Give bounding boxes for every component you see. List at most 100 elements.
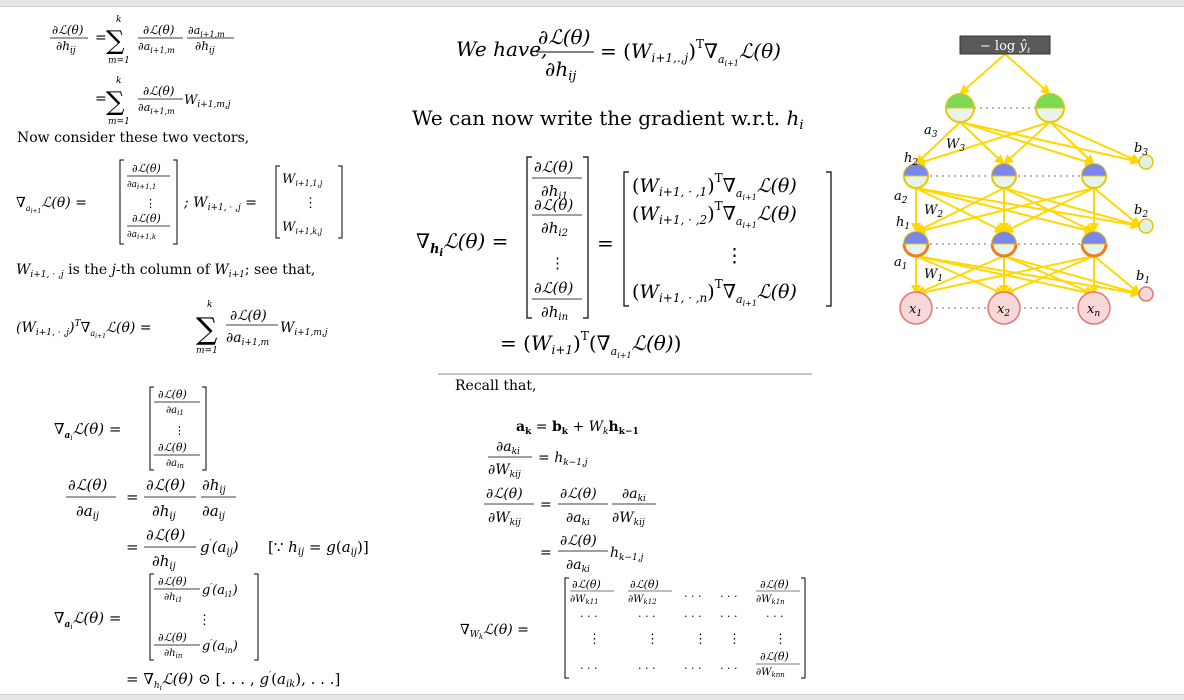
svg-text:∂ai+1,m: ∂ai+1,m bbox=[138, 101, 175, 116]
svg-text:∇Wkℒ(θ) =: ∇Wkℒ(θ) = bbox=[460, 622, 529, 641]
svg-text:∂ℒ(θ): ∂ℒ(θ) bbox=[146, 476, 185, 494]
svg-text:⋮: ⋮ bbox=[550, 254, 565, 272]
svg-text:∂ℒ(θ): ∂ℒ(θ) bbox=[534, 196, 573, 214]
svg-text:∇aiℒ(θ) =: ∇aiℒ(θ) = bbox=[54, 420, 121, 442]
svg-text:. . .: . . . bbox=[720, 607, 737, 620]
svg-text:∂ℒ(θ): ∂ℒ(θ) bbox=[143, 23, 175, 37]
recall-text: Recall that, bbox=[455, 378, 536, 394]
edge-b2 bbox=[1093, 187, 1141, 227]
svg-text:W1: W1 bbox=[924, 267, 943, 284]
svg-text:∂hij: ∂hij bbox=[202, 476, 226, 496]
svg-text:= (Wi+1,.,j)T∇ai+1ℒ(θ): = (Wi+1,.,j)T∇ai+1ℒ(θ) bbox=[600, 37, 781, 68]
hidden2-neuron bbox=[1081, 163, 1107, 189]
top-border bbox=[0, 0, 1184, 7]
svg-text:=: = bbox=[126, 488, 139, 506]
svg-text:∇hiℒ(θ) =: ∇hiℒ(θ) = bbox=[416, 229, 508, 259]
svg-text:∂ℒ(θ): ∂ℒ(θ) bbox=[534, 158, 573, 176]
svg-text:∑: ∑ bbox=[196, 312, 218, 347]
middle-column: We have, ∂ℒ(θ) ∂hij = (Wi+1,.,j)T∇ai+1ℒ(… bbox=[412, 25, 832, 679]
svg-text:. . .: . . . bbox=[720, 659, 737, 672]
grad-w-matrix: ∇Wkℒ(θ) = ∂ℒ(θ) ∂Wk11 ∂ℒ(θ) ∂Wk12 . . . … bbox=[460, 577, 806, 679]
svg-text:. . .: . . . bbox=[638, 607, 655, 620]
svg-text:∂aki: ∂aki bbox=[496, 439, 520, 457]
edge-w1 bbox=[915, 255, 1005, 296]
svg-text:(Wi+1, · ,2)T∇ai+1ℒ(θ): (Wi+1, · ,2)T∇ai+1ℒ(θ) bbox=[632, 199, 797, 230]
edge-b3 bbox=[1049, 121, 1141, 163]
output-neuron bbox=[1035, 93, 1065, 123]
svg-text:∂ai+1,1: ∂ai+1,1 bbox=[127, 180, 156, 191]
svg-text:⋮: ⋮ bbox=[646, 632, 659, 647]
svg-text:∂aij: ∂aij bbox=[76, 502, 99, 522]
svg-text:a3: a3 bbox=[924, 123, 938, 140]
svg-text:⋮: ⋮ bbox=[198, 613, 211, 628]
svg-text:∇aiℒ(θ) =: ∇aiℒ(θ) = bbox=[54, 609, 121, 631]
output-neuron bbox=[945, 93, 975, 123]
svg-text:g′(ai1): g′(ai1) bbox=[202, 582, 238, 599]
svg-text:. . .: . . . bbox=[720, 587, 737, 600]
edge-w3 bbox=[915, 121, 1051, 167]
svg-text:∑: ∑ bbox=[106, 26, 125, 56]
svg-text:m=1: m=1 bbox=[196, 346, 218, 356]
svg-text:W3: W3 bbox=[946, 137, 965, 154]
input-neuron: x2 bbox=[987, 291, 1021, 325]
svg-text:∂hin: ∂hin bbox=[164, 648, 183, 660]
vec-grad-ai: ∇aiℒ(θ) = ∂ℒ(θ) ∂ai1 ⋮ ∂ℒ(θ) ∂ain bbox=[54, 386, 207, 471]
edge-w2 bbox=[915, 187, 1095, 235]
svg-text:∂ain: ∂ain bbox=[166, 458, 184, 470]
svg-text:∂ai1: ∂ai1 bbox=[166, 405, 184, 417]
svg-text:∂ℒ(θ): ∂ℒ(θ) bbox=[68, 476, 107, 494]
edge-b2 bbox=[915, 187, 1141, 230]
node-dotted-links bbox=[930, 107, 1080, 309]
edge-w3 bbox=[1049, 121, 1095, 165]
loss-box bbox=[959, 35, 1051, 55]
bias-node bbox=[1138, 154, 1154, 170]
svg-text:⋮: ⋮ bbox=[145, 197, 156, 210]
svg-text:∂ℒ(θ): ∂ℒ(θ) bbox=[572, 578, 601, 591]
svg-text:∂ℒ(θ): ∂ℒ(θ) bbox=[560, 533, 597, 549]
svg-text:∂ℒ(θ): ∂ℒ(θ) bbox=[760, 578, 789, 591]
bias-node bbox=[1138, 286, 1154, 302]
eq-da-2: = ∂ℒ(θ) ∂hij g′(aij) [∵ hij = g(aij)] bbox=[126, 526, 369, 572]
we-have-eq: We have, ∂ℒ(θ) ∂hij = (Wi+1,.,j)T∇ai+1ℒ(… bbox=[456, 25, 781, 84]
edge-loss-output bbox=[1004, 53, 1051, 95]
we-have-prefix: We have, bbox=[456, 37, 547, 61]
hidden2-neuron bbox=[991, 163, 1017, 189]
input-neuron: x1 bbox=[899, 291, 933, 325]
svg-text:. . .: . . . bbox=[580, 607, 597, 620]
svg-text:b3: b3 bbox=[1134, 141, 1148, 158]
svg-text:∂ℒ(θ): ∂ℒ(θ) bbox=[146, 526, 185, 544]
svg-text:∂ai+1,m: ∂ai+1,m bbox=[226, 330, 269, 348]
svg-text:∂ℒ(θ): ∂ℒ(θ) bbox=[158, 441, 187, 454]
svg-text:k: k bbox=[207, 300, 212, 310]
svg-text:h1: h1 bbox=[896, 215, 910, 232]
edge-loss-output bbox=[959, 53, 1006, 95]
svg-text:∂Wk12: ∂Wk12 bbox=[628, 594, 657, 606]
network-nodes: x1 x2 xn bbox=[899, 93, 1154, 325]
edge-b1 bbox=[1003, 255, 1141, 297]
svg-text:∂Wk11: ∂Wk11 bbox=[570, 594, 599, 606]
svg-text:W2: W2 bbox=[924, 203, 943, 220]
svg-text:∂hi1: ∂hi1 bbox=[164, 592, 182, 604]
svg-text:⋮: ⋮ bbox=[588, 632, 601, 647]
svg-text:∂ai+1,m: ∂ai+1,m bbox=[188, 24, 225, 39]
svg-text:(Wi+1, · ,n)T∇ai+1ℒ(θ): (Wi+1, · ,n)T∇ai+1ℒ(θ) bbox=[632, 277, 797, 308]
edge-w2 bbox=[915, 187, 1005, 233]
svg-text:∂hij: ∂hij bbox=[56, 39, 76, 56]
left-column: ∂ℒ(θ) ∂hij = k ∑ m=1 ∂ℒ(θ) ∂ai+1,m ∂ai+1… bbox=[16, 15, 369, 692]
svg-text:(Wi+1, · ,j)T∇ai+1ℒ(θ) =: (Wi+1, · ,j)T∇ai+1ℒ(θ) = bbox=[16, 319, 152, 340]
svg-text:∂hij: ∂hij bbox=[545, 57, 576, 84]
svg-text:= (Wi+1)T(∇ai+1ℒ(θ)): = (Wi+1)T(∇ai+1ℒ(θ)) bbox=[500, 329, 681, 360]
svg-text:∂ℒ(θ): ∂ℒ(θ) bbox=[560, 486, 597, 502]
grad-h-matrix: ∇hiℒ(θ) = ∂ℒ(θ) ∂hi1 ∂ℒ(θ) ∂hi2 ⋮ ∂ℒ(θ) … bbox=[416, 156, 832, 360]
edge-b2 bbox=[1003, 187, 1141, 229]
svg-text:∂ℒ(θ): ∂ℒ(θ) bbox=[132, 212, 161, 225]
svg-text:. . .: . . . bbox=[638, 659, 655, 672]
vec-grad-a: ∇ai+1ℒ(θ) = ∂ℒ(θ) ∂ai+1,1 ⋮ ∂ℒ(θ) ∂ai+1,… bbox=[16, 159, 343, 245]
svg-text:a1: a1 bbox=[894, 255, 908, 272]
eq-chain-sum-2: = k ∑ m=1 ∂ℒ(θ) ∂ai+1,m Wi+1,m,j bbox=[95, 76, 231, 127]
svg-text:. . .: . . . bbox=[684, 659, 701, 672]
svg-text:⋮: ⋮ bbox=[304, 196, 317, 211]
svg-text:∂ai+1,k: ∂ai+1,k bbox=[127, 230, 156, 241]
svg-text:∂Wk1n: ∂Wk1n bbox=[756, 594, 785, 606]
